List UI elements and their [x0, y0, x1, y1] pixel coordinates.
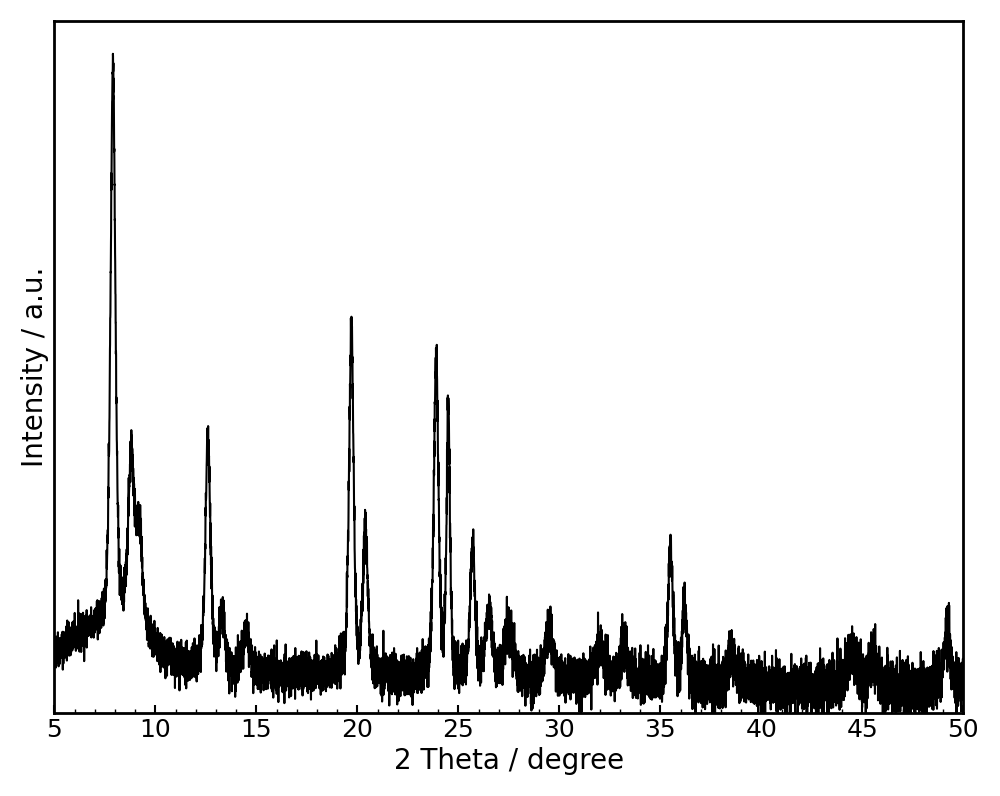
Y-axis label: Intensity / a.u.: Intensity / a.u.	[21, 267, 49, 467]
X-axis label: 2 Theta / degree: 2 Theta / degree	[394, 747, 624, 775]
